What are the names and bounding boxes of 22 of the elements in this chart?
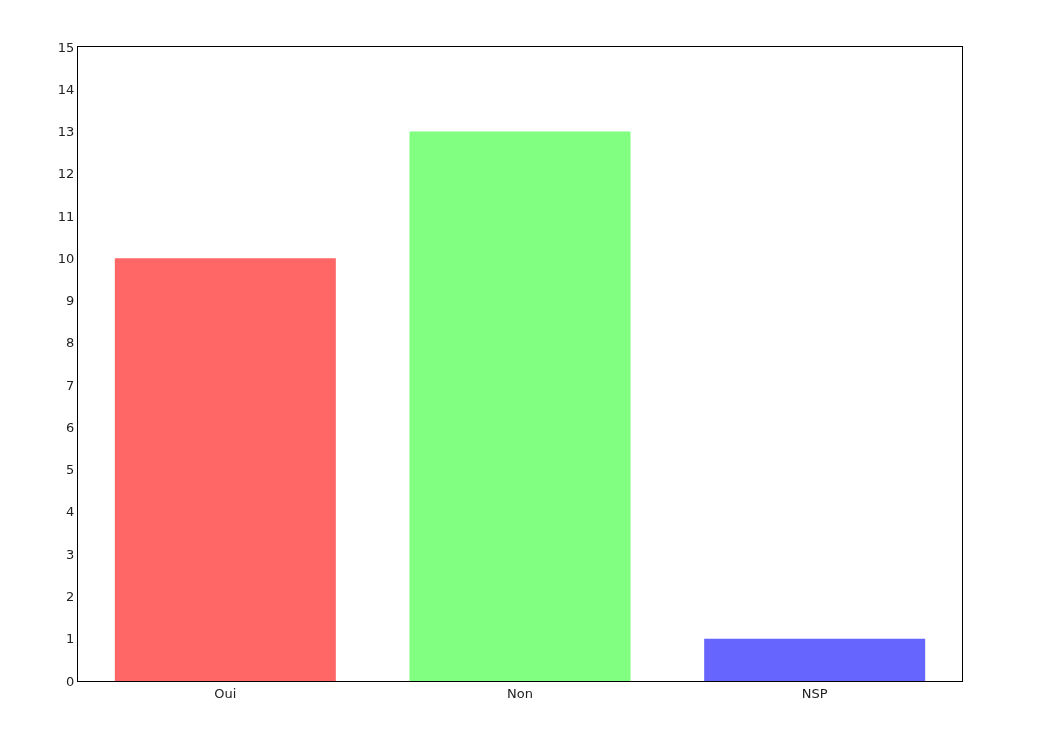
y-tick-label: 5 [66,462,75,478]
y-tick-label: 15 [57,39,75,55]
y-tick-label: 6 [66,419,75,435]
x-tick-label: NSP [801,685,828,701]
y-tick-label: 7 [66,377,75,393]
y-tick-label: 9 [66,293,75,309]
y-tick-label: 11 [57,208,75,224]
y-tick-label: 0 [66,673,75,689]
y-tick-label: 12 [57,166,75,182]
y-tick-label: 8 [66,335,75,351]
y-tick-label: 2 [66,589,75,605]
y-tick-label: 1 [66,631,75,647]
y-tick-label: 13 [57,124,75,140]
y-tick-label: 4 [66,504,75,520]
bar [704,638,926,681]
x-tick-label: Non [507,685,533,701]
y-tick-label: 14 [57,81,75,97]
y-tick-label: 10 [57,250,75,266]
y-tick-label: 3 [66,546,75,562]
x-tick-label: Oui [214,685,237,701]
bar [409,131,631,681]
bar [114,258,336,681]
